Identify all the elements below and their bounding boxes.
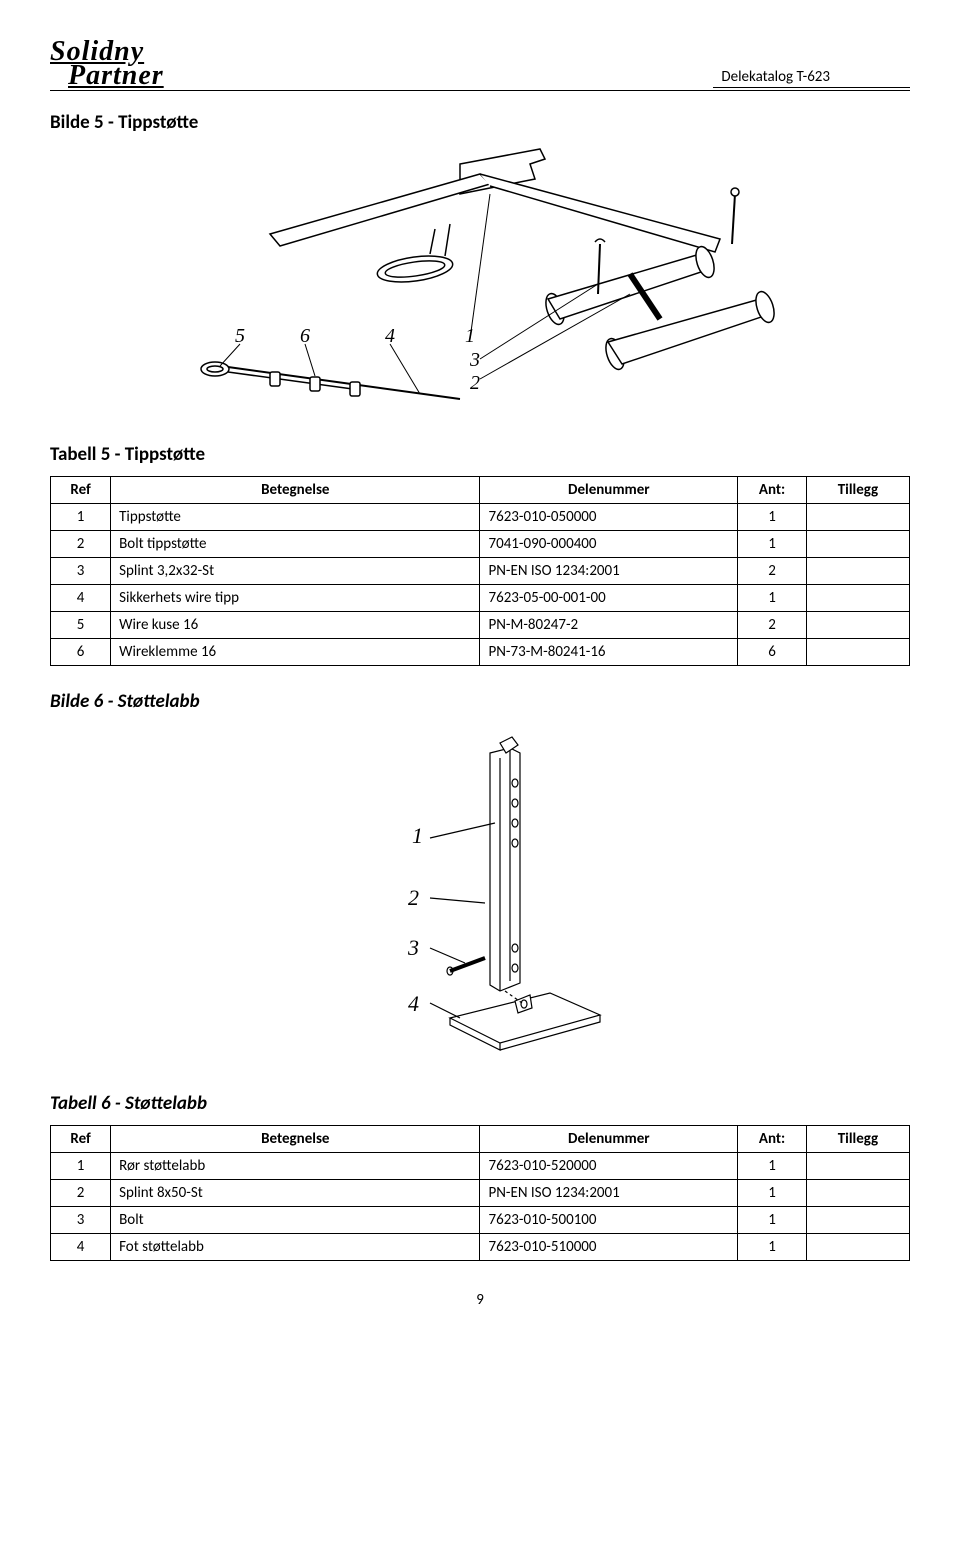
cell-part: PN-M-80247-2 [480,611,738,638]
callout-4: 4 [408,991,419,1016]
document-title: Delekatalog T-623 [713,68,910,88]
table-row: 1Rør støttelabb7623-010-5200001 [51,1152,910,1179]
cell-part: PN-EN ISO 1234:2001 [480,1179,738,1206]
callout-3: 3 [469,349,480,371]
cell-desc: Wire kuse 16 [111,611,480,638]
table-row: 1Tippstøtte7623-010-0500001 [51,503,910,530]
cell-qty: 1 [738,1152,807,1179]
cell-ref: 2 [51,1179,111,1206]
cell-ref: 1 [51,503,111,530]
cell-qty: 1 [738,1179,807,1206]
table-2-title: Tabell 6 - Støttelabb [50,1092,910,1115]
callout-6: 6 [300,325,310,347]
cell-part: PN-73-M-80241-16 [480,638,738,665]
cell-ext [806,557,909,584]
table-row: 6Wireklemme 16PN-73-M-80241-166 [51,638,910,665]
cell-part: 7623-010-520000 [480,1152,738,1179]
table-row: 3Splint 3,2x32-StPN-EN ISO 1234:20012 [51,557,910,584]
cell-ref: 3 [51,1206,111,1233]
col-ref: Ref [51,476,111,503]
cell-qty: 2 [738,611,807,638]
callout-4: 4 [385,325,395,347]
callout-2: 2 [470,372,480,394]
cell-ref: 4 [51,1233,111,1260]
cell-part: 7623-05-00-001-00 [480,584,738,611]
cell-desc: Bolt tippstøtte [111,530,480,557]
page-header: Solidny Partner Delekatalog T-623 [50,40,910,91]
cell-ref: 1 [51,1152,111,1179]
logo-line-2: Partner [50,64,164,88]
cell-desc: Rør støttelabb [111,1152,480,1179]
cell-qty: 1 [738,503,807,530]
page-number: 9 [50,1291,910,1309]
table-row: 5Wire kuse 16PN-M-80247-22 [51,611,910,638]
col-ext: Tillegg [806,1125,909,1152]
cell-qty: 6 [738,638,807,665]
cell-ref: 3 [51,557,111,584]
cell-ref: 2 [51,530,111,557]
cell-desc: Splint 3,2x32-St [111,557,480,584]
callout-5: 5 [235,325,245,347]
table-1-title: Tabell 5 - Tippstøtte [50,443,910,466]
cell-ext [806,584,909,611]
stottelabb-diagram: 1 2 3 4 [300,723,660,1063]
figure-2-title: Bilde 6 - Støttelabb [50,690,910,713]
figure-1-title: Bilde 5 - Tippstøtte [50,111,910,134]
cell-qty: 2 [738,557,807,584]
cell-ref: 6 [51,638,111,665]
table-header-row: Ref Betegnelse Delenummer Ant: Tillegg [51,1125,910,1152]
col-part: Delenummer [480,476,738,503]
cell-ext [806,530,909,557]
cell-qty: 1 [738,1233,807,1260]
figure-1: 5 6 4 1 3 2 [50,144,910,419]
col-qty: Ant: [738,476,807,503]
col-ext: Tillegg [806,476,909,503]
cell-ext [806,1206,909,1233]
cell-ext [806,638,909,665]
cell-ext [806,1179,909,1206]
cell-part: 7623-010-510000 [480,1233,738,1260]
cell-desc: Splint 8x50-St [111,1179,480,1206]
parts-table-1: Ref Betegnelse Delenummer Ant: Tillegg 1… [50,476,910,666]
table-row: 4Fot støttelabb7623-010-5100001 [51,1233,910,1260]
callout-1: 1 [412,823,423,848]
table-row: 2Splint 8x50-StPN-EN ISO 1234:20011 [51,1179,910,1206]
col-desc: Betegnelse [111,476,480,503]
cell-desc: Tippstøtte [111,503,480,530]
cell-desc: Bolt [111,1206,480,1233]
cell-desc: Sikkerhets wire tipp [111,584,480,611]
col-part: Delenummer [480,1125,738,1152]
cell-part: 7041-090-000400 [480,530,738,557]
col-desc: Betegnelse [111,1125,480,1152]
table-row: 2Bolt tippstøtte7041-090-0004001 [51,530,910,557]
cell-qty: 1 [738,530,807,557]
table-header-row: Ref Betegnelse Delenummer Ant: Tillegg [51,476,910,503]
brand-logo: Solidny Partner [50,40,164,88]
cell-ext [806,503,909,530]
cell-ext [806,611,909,638]
cell-ref: 4 [51,584,111,611]
cell-part: PN-EN ISO 1234:2001 [480,557,738,584]
cell-ext [806,1233,909,1260]
col-ref: Ref [51,1125,111,1152]
callout-2: 2 [408,885,419,910]
col-qty: Ant: [738,1125,807,1152]
tippstotte-diagram: 5 6 4 1 3 2 [160,144,800,414]
cell-ref: 5 [51,611,111,638]
cell-part: 7623-010-500100 [480,1206,738,1233]
table-row: 4Sikkerhets wire tipp7623-05-00-001-001 [51,584,910,611]
cell-desc: Wireklemme 16 [111,638,480,665]
cell-part: 7623-010-050000 [480,503,738,530]
callout-3: 3 [407,935,419,960]
cell-desc: Fot støttelabb [111,1233,480,1260]
parts-table-2: Ref Betegnelse Delenummer Ant: Tillegg 1… [50,1125,910,1261]
cell-ext [806,1152,909,1179]
cell-qty: 1 [738,584,807,611]
cell-qty: 1 [738,1206,807,1233]
table-row: 3Bolt7623-010-5001001 [51,1206,910,1233]
figure-2: 1 2 3 4 [50,723,910,1068]
callout-1: 1 [465,325,475,347]
